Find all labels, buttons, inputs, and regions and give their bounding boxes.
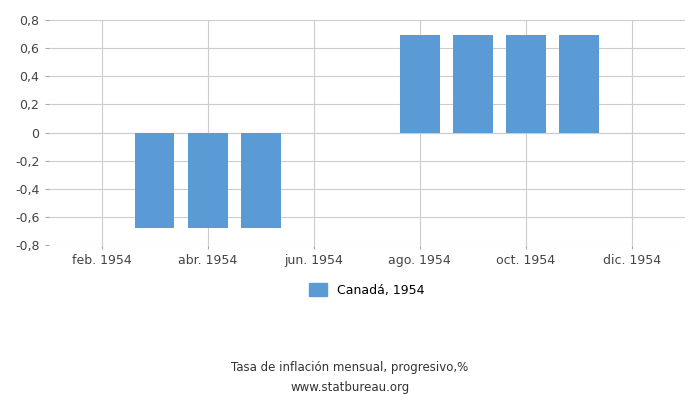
Bar (400, 36, 440, 132)
Text: www.statbureau.org: www.statbureau.org (290, 382, 410, 394)
Bar (453, 36, 493, 132)
Legend: Canadá, 1954: Canadá, 1954 (304, 278, 430, 302)
Bar (559, 36, 598, 132)
Text: Tasa de inflación mensual, progresivo,%: Tasa de inflación mensual, progresivo,% (232, 362, 468, 374)
Bar (134, 132, 174, 228)
Bar (506, 36, 546, 132)
Bar (188, 132, 228, 228)
Bar (241, 132, 281, 228)
